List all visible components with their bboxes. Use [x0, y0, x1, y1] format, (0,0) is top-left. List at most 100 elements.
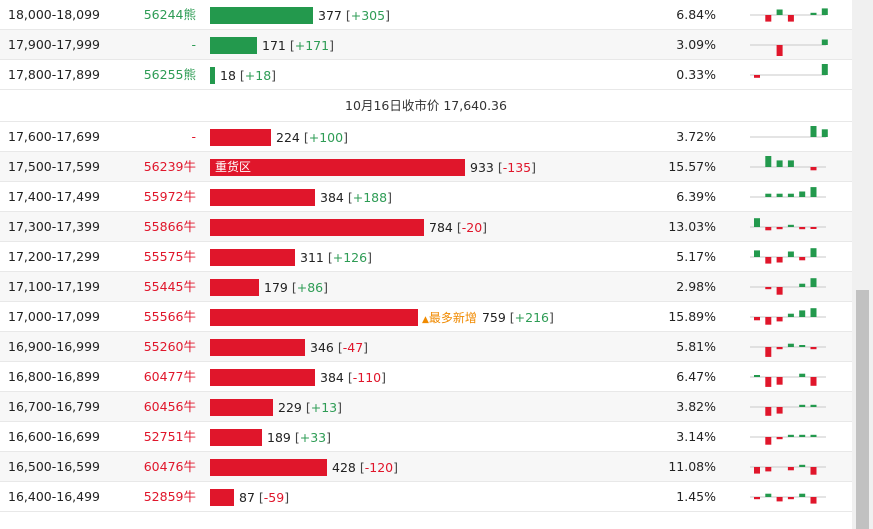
bar-cell: 784 [-20]	[210, 219, 487, 236]
table-row[interactable]: 17,800-17,899 56255熊 18 [+18] 0.33%	[0, 60, 852, 90]
count-value: 428	[332, 460, 356, 475]
warrant-code[interactable]: -	[191, 37, 196, 52]
sparkline-bar	[799, 373, 806, 377]
percentage: 15.57%	[668, 159, 716, 174]
table-row[interactable]: 17,000-17,099 55566牛 ▲最多新增 759 [+216] 15.89%	[0, 302, 852, 332]
volume-bar	[210, 369, 315, 386]
sparkline-bar	[799, 434, 806, 437]
table-row[interactable]: 17,400-17,499 55972牛 384 [+188] 6.39%	[0, 182, 852, 212]
bracket-open: [	[291, 280, 297, 295]
trend-sparkline	[750, 126, 828, 138]
bracket-open: [	[456, 220, 462, 235]
count-text: 224 [+100]	[276, 129, 348, 146]
sparkline-bar	[776, 497, 783, 502]
table-row[interactable]: 17,500-17,599 56239牛 重货区 933 [-135] 15.57%	[0, 152, 852, 182]
sparkline-bar	[754, 218, 760, 227]
bar-label: 重货区	[215, 160, 252, 174]
trend-sparkline	[750, 404, 826, 416]
percentage: 5.81%	[676, 339, 716, 354]
warrant-code[interactable]: 56255熊	[143, 67, 196, 82]
scrollbar-thumb[interactable]	[856, 290, 869, 529]
count-value: 171	[262, 38, 286, 53]
percentage: 5.17%	[676, 249, 716, 264]
bracket-open: [	[327, 250, 333, 265]
sparkline-bar	[810, 497, 817, 504]
warrant-code[interactable]: 55260牛	[143, 339, 196, 354]
price-range: 17,600-17,699	[8, 129, 100, 144]
warrant-code[interactable]: 55445牛	[143, 279, 196, 294]
volume-bar	[210, 309, 418, 326]
sparkline-bar	[810, 227, 817, 229]
warrant-code[interactable]: 52751牛	[143, 429, 196, 444]
warrant-code[interactable]: 55566牛	[143, 309, 196, 324]
warrant-code[interactable]: 60477牛	[143, 369, 196, 384]
warrant-code[interactable]: -	[191, 129, 196, 144]
table-row[interactable]: 16,800-16,899 60477牛 384 [-110] 6.47%	[0, 362, 852, 392]
price-range: 16,400-16,499	[8, 489, 100, 504]
sparkline-bar	[776, 257, 783, 263]
bracket-open: [	[294, 430, 300, 445]
change-value: +100	[308, 130, 344, 145]
sparkline-bar	[799, 464, 806, 467]
bar-cell: 229 [+13]	[210, 399, 342, 416]
vertical-scrollbar[interactable]	[852, 0, 873, 529]
table-row[interactable]: 16,400-16,499 52859牛 87 [-59] 1.45%	[0, 482, 852, 512]
count-value: 224	[276, 130, 300, 145]
bracket-close: ]	[329, 38, 334, 53]
bar-cell: 18 [+18]	[210, 67, 276, 84]
table-row[interactable]: 17,200-17,299 55575牛 311 [+126] 5.17%	[0, 242, 852, 272]
volume-bar	[210, 249, 295, 266]
count-text: 384 [-110]	[320, 369, 386, 386]
warrant-code[interactable]: 55866牛	[143, 219, 196, 234]
table-row[interactable]: 17,900-17,999 - 171 [+171] 3.09%	[0, 30, 852, 60]
warrant-code[interactable]: 56239牛	[143, 159, 196, 174]
sparkline-bar	[754, 375, 760, 377]
sparkline-bar	[754, 497, 760, 500]
price-range: 16,900-16,999	[8, 339, 100, 354]
bracket-open: [	[359, 460, 365, 475]
trend-sparkline	[750, 434, 826, 445]
sparkline-bar	[787, 251, 794, 257]
bracket-close: ]	[271, 68, 277, 83]
trend-sparkline	[750, 187, 826, 198]
sparkline-bar	[776, 45, 783, 56]
count-text: 229 [+13]	[278, 399, 342, 416]
sparkline-bar	[799, 404, 806, 407]
table-row[interactable]: 17,600-17,699 - 224 [+100] 3.72%	[0, 122, 852, 152]
table-row[interactable]: 16,500-16,599 60476牛 428 [-120] 11.08%	[0, 452, 852, 482]
count-text: 784 [-20]	[429, 219, 487, 236]
sparkline-bar	[765, 493, 772, 497]
count-value: 18	[220, 68, 236, 83]
table-row[interactable]: 16,900-16,999 55260牛 346 [-47] 5.81%	[0, 332, 852, 362]
warrant-code[interactable]: 52859牛	[143, 489, 196, 504]
table-row[interactable]: 17,300-17,399 55866牛 784 [-20] 13.03%	[0, 212, 852, 242]
sparkline-bar	[821, 8, 828, 15]
table-row[interactable]: 16,700-16,799 60456牛 229 [+13] 3.82%	[0, 392, 852, 422]
bracket-close: ]	[387, 190, 392, 205]
count-value: 384	[320, 190, 344, 205]
sparkline-bar	[754, 250, 760, 257]
warrant-code[interactable]: 60456牛	[143, 399, 196, 414]
volume-bar: 重货区	[210, 159, 465, 176]
bracket-open: [	[239, 68, 245, 83]
sparkline-bar	[799, 345, 806, 347]
table-row[interactable]: 17,100-17,199 55445牛 179 [+86] 2.98%	[0, 272, 852, 302]
warrant-code[interactable]: 60476牛	[143, 459, 196, 474]
sparkline-bar	[821, 64, 828, 75]
trend-sparkline	[750, 8, 828, 22]
warrant-code[interactable]: 55972牛	[143, 189, 196, 204]
percentage: 11.08%	[668, 459, 716, 474]
price-range: 17,100-17,199	[8, 279, 100, 294]
warrant-code[interactable]: 56244熊	[143, 7, 196, 22]
bracket-close: ]	[531, 160, 536, 175]
table-row[interactable]: 18,000-18,099 56244熊 377 [+305] 6.84%	[0, 0, 852, 30]
count-text: 179 [+86]	[264, 279, 328, 296]
volume-bar	[210, 489, 234, 506]
warrant-code[interactable]: 55575牛	[143, 249, 196, 264]
sparkline-bar	[810, 308, 817, 317]
bear-section: 18,000-18,099 56244熊 377 [+305] 6.84% 17,900…	[0, 0, 852, 90]
table-row[interactable]: 16,600-16,699 52751牛 189 [+33] 3.14%	[0, 422, 852, 452]
count-value: 784	[429, 220, 453, 235]
sparkline-bar	[765, 377, 772, 387]
bar-cell: 384 [+188]	[210, 189, 392, 206]
